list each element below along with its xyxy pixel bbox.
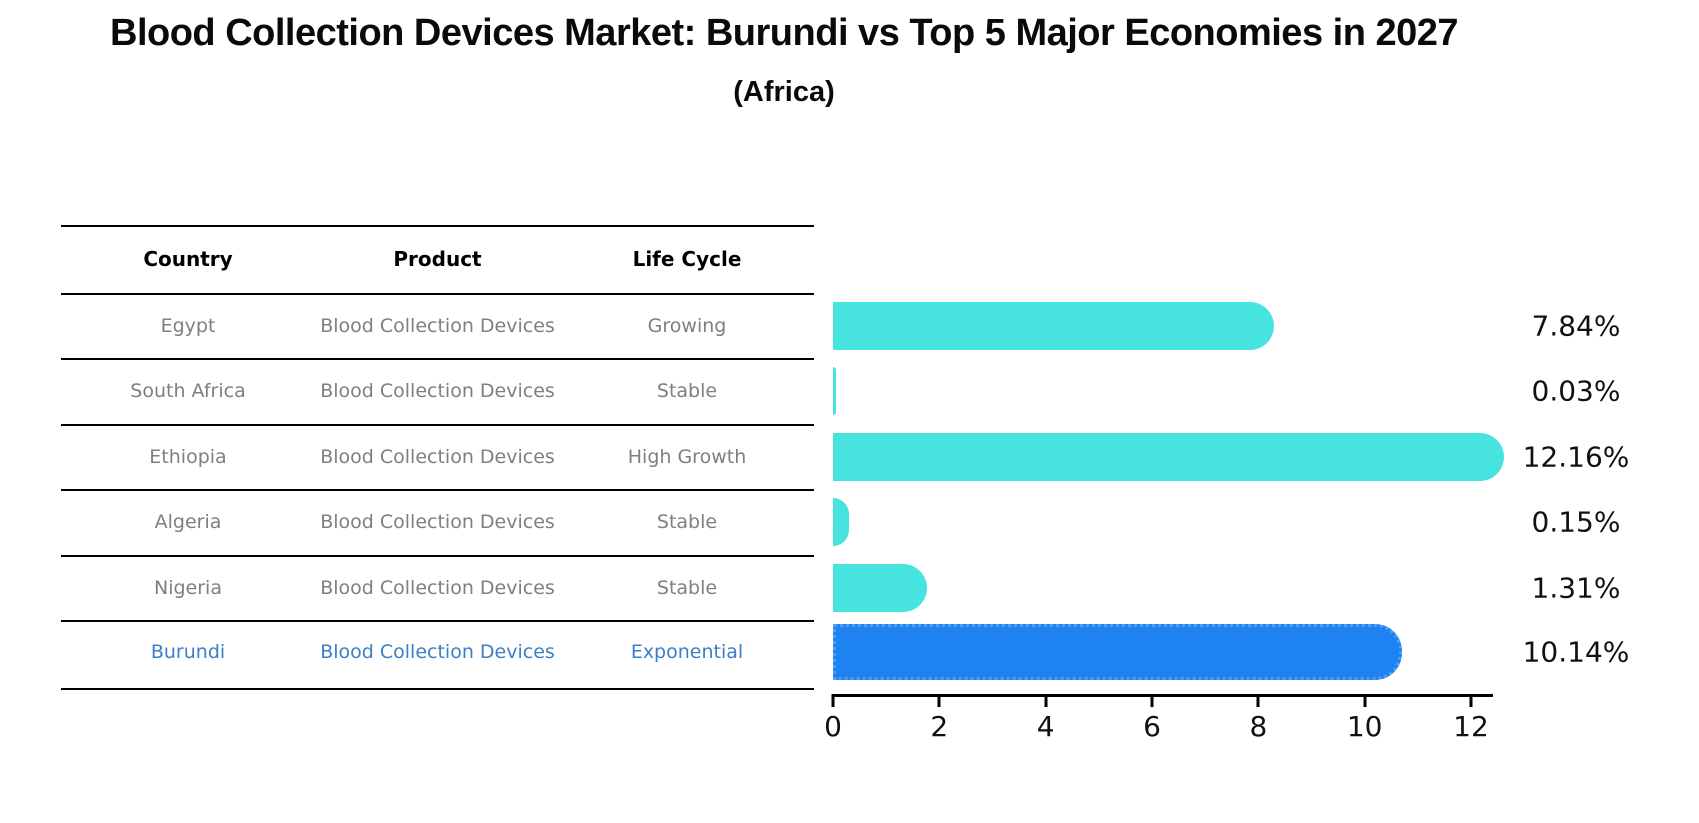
table-cell-product: Blood Collection Devices [320, 641, 555, 663]
table-rule [61, 424, 814, 426]
table-rule [61, 358, 814, 360]
table-row-egypt: Egypt Blood Collection Devices Growing [61, 315, 814, 337]
table-cell-life-cycle: Growing [647, 315, 727, 337]
table-cell-life-cycle: Stable [656, 380, 718, 402]
bar-value-label: 7.84% [1531, 309, 1621, 343]
table-header-row: Country Product Life Cycle [61, 247, 814, 271]
x-axis-tick-label: 4 [1036, 710, 1055, 743]
table-cell-product: Blood Collection Devices [320, 511, 555, 533]
x-axis-tick [1044, 694, 1048, 707]
table-rule [61, 620, 814, 622]
x-axis-tick [831, 694, 835, 707]
bar-south-africa [833, 367, 837, 415]
chart-subtitle: (Africa) [733, 76, 835, 108]
x-axis-line [833, 694, 1493, 697]
x-axis-tick-label: 2 [930, 710, 949, 743]
x-axis-tick-label: 12 [1453, 710, 1489, 743]
table-header-life-cycle: Life Cycle [632, 247, 742, 271]
x-axis-tick-label: 6 [1143, 710, 1161, 743]
bar-value-label: 0.15% [1531, 505, 1621, 539]
bar-value-label: 10.14% [1522, 635, 1630, 669]
table-row-nigeria: Nigeria Blood Collection Devices Stable [61, 577, 814, 599]
table-header-product: Product [393, 247, 482, 271]
x-axis-tick-label: 0 [824, 710, 842, 743]
table-cell-life-cycle: Exponential [630, 641, 744, 663]
table-row-algeria: Algeria Blood Collection Devices Stable [61, 511, 814, 533]
table-header-country: Country [143, 247, 233, 271]
table-cell-country: Algeria [154, 511, 222, 533]
table-cell-country: Ethiopia [149, 446, 227, 468]
x-axis-tick [1469, 694, 1473, 707]
table-cell-life-cycle: Stable [656, 511, 718, 533]
table-cell-product: Blood Collection Devices [320, 315, 555, 337]
table-cell-life-cycle: High Growth [627, 446, 747, 468]
table-cell-life-cycle: Stable [656, 577, 718, 599]
table-cell-country: Burundi [150, 641, 226, 663]
bar-value-label: 0.03% [1531, 374, 1621, 408]
chart-title: Blood Collection Devices Market: Burundi… [110, 12, 1459, 54]
bar-value-label: 12.16% [1522, 440, 1630, 474]
table-row-ethiopia: Ethiopia Blood Collection Devices High G… [61, 446, 814, 468]
table-cell-product: Blood Collection Devices [320, 577, 555, 599]
bar-ethiopia [833, 433, 1504, 481]
x-axis-tick-label: 8 [1249, 710, 1268, 743]
table-row-south-africa: South Africa Blood Collection Devices St… [61, 380, 814, 402]
bar-value-label: 1.31% [1531, 571, 1621, 605]
table-rule-bottom [61, 688, 814, 690]
bar-nigeria [833, 564, 927, 612]
x-axis-tick [1363, 694, 1367, 707]
table-cell-country: South Africa [130, 380, 246, 402]
x-axis-tick-label: 10 [1346, 710, 1383, 743]
x-axis-tick [1150, 694, 1154, 707]
bar-algeria [833, 498, 849, 546]
x-axis-tick [1256, 694, 1260, 707]
table-cell-country: Nigeria [154, 577, 222, 599]
bar-burundi-highlighted [833, 624, 1403, 680]
bar-egypt [833, 302, 1274, 350]
table-row-burundi: Burundi Blood Collection Devices Exponen… [61, 641, 814, 663]
table-rule-header [61, 293, 814, 295]
table-cell-product: Blood Collection Devices [320, 380, 555, 402]
table-rule-top [61, 225, 814, 227]
x-axis-tick [937, 694, 941, 707]
table-cell-product: Blood Collection Devices [320, 446, 555, 468]
table-rule [61, 555, 814, 557]
table-cell-country: Egypt [160, 315, 216, 337]
table-rule [61, 489, 814, 491]
